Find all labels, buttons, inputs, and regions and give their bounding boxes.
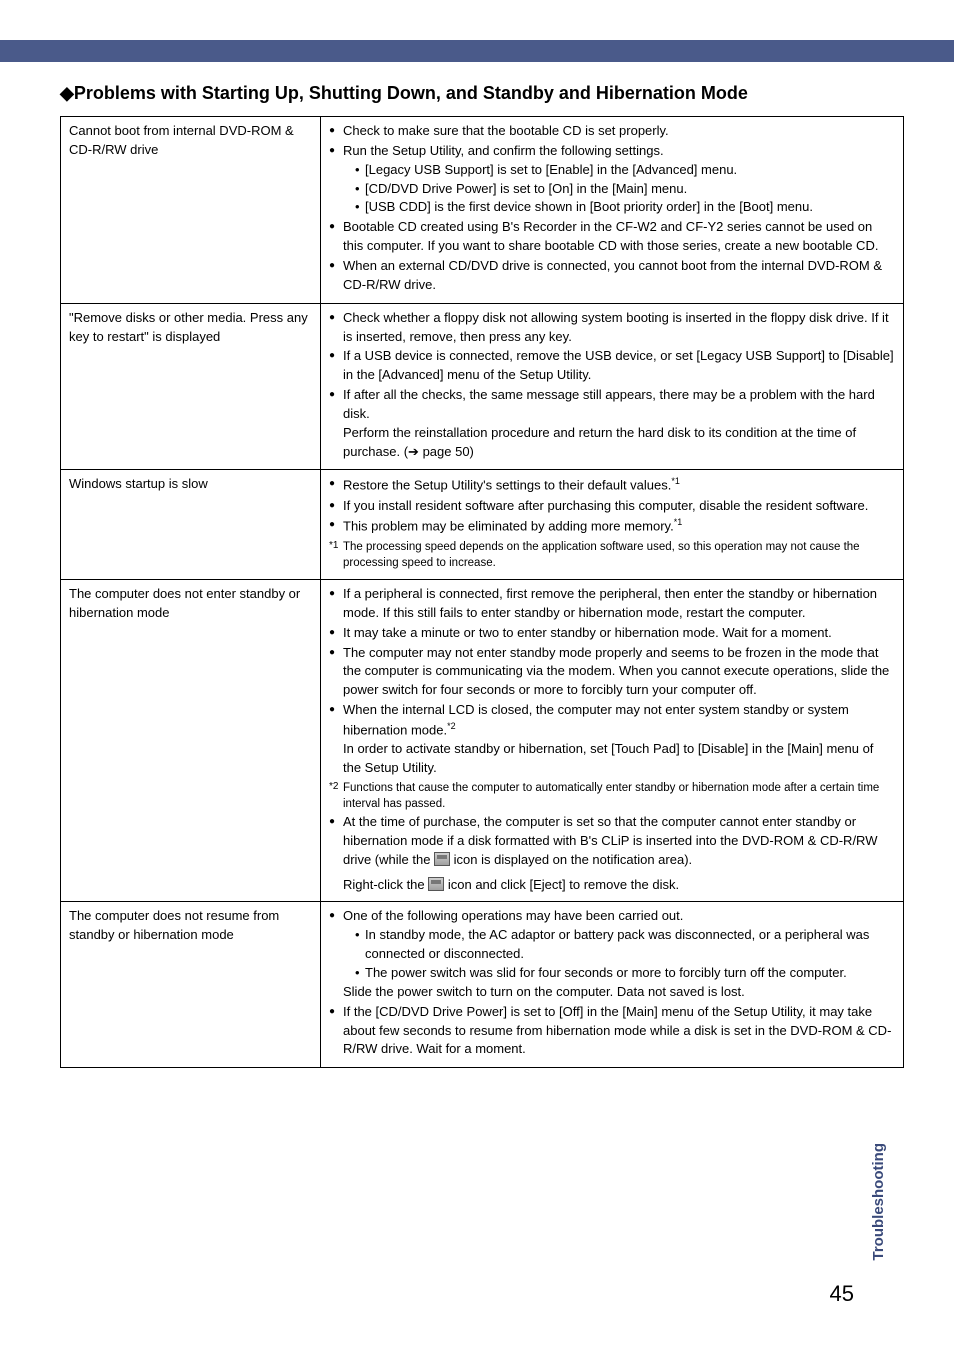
side-tab: Troubleshooting bbox=[868, 1143, 890, 1261]
sub-item: The power switch was slid for four secon… bbox=[355, 964, 895, 983]
section-title: ◆Problems with Starting Up, Shutting Dow… bbox=[60, 80, 904, 106]
bullet-item: When the internal LCD is closed, the com… bbox=[329, 701, 895, 778]
drive-icon bbox=[434, 852, 450, 866]
issue-cell: The computer does not resume from standb… bbox=[61, 902, 321, 1068]
page-number: 45 bbox=[830, 1278, 854, 1310]
sub-item: [Legacy USB Support] is set to [Enable] … bbox=[355, 161, 895, 180]
bullet-item: If you install resident software after p… bbox=[329, 497, 895, 516]
bullet-item: If the [CD/DVD Drive Power] is set to [O… bbox=[329, 1003, 895, 1060]
bullet-item: This problem may be eliminated by adding… bbox=[329, 516, 895, 536]
right-click-instruction: Right-click the icon and click [Eject] t… bbox=[329, 876, 895, 895]
table-row: Windows startup is slow Restore the Setu… bbox=[61, 470, 904, 580]
footnote: *1The processing speed depends on the ap… bbox=[329, 539, 895, 572]
bullet-item: One of the following operations may have… bbox=[329, 907, 895, 1001]
table-row: The computer does not enter standby or h… bbox=[61, 579, 904, 901]
table-row: The computer does not resume from standb… bbox=[61, 902, 904, 1068]
table-row: "Remove disks or other media. Press any … bbox=[61, 303, 904, 470]
sub-item: [USB CDD] is the first device shown in [… bbox=[355, 198, 895, 217]
solution-cell: One of the following operations may have… bbox=[321, 902, 904, 1068]
drive-icon bbox=[428, 877, 444, 891]
bullet-item: The computer may not enter standby mode … bbox=[329, 644, 895, 701]
issue-cell: The computer does not enter standby or h… bbox=[61, 579, 321, 901]
issue-cell: Windows startup is slow bbox=[61, 470, 321, 580]
bullet-item: Check whether a floppy disk not allowing… bbox=[329, 309, 895, 347]
solution-cell: Restore the Setup Utility's settings to … bbox=[321, 470, 904, 580]
header-bar bbox=[0, 40, 954, 62]
table-row: Cannot boot from internal DVD-ROM & CD-R… bbox=[61, 117, 904, 304]
bullet-item: If a peripheral is connected, first remo… bbox=[329, 585, 895, 623]
bullet-item: Run the Setup Utility, and confirm the f… bbox=[329, 142, 895, 217]
sub-item: In standby mode, the AC adaptor or batte… bbox=[355, 926, 895, 964]
troubleshooting-table: Cannot boot from internal DVD-ROM & CD-R… bbox=[60, 116, 904, 1068]
bullet-item: At the time of purchase, the computer is… bbox=[329, 813, 895, 870]
bullet-item: If after all the checks, the same messag… bbox=[329, 386, 895, 461]
solution-cell: Check to make sure that the bootable CD … bbox=[321, 117, 904, 304]
bullet-item: It may take a minute or two to enter sta… bbox=[329, 624, 895, 643]
solution-cell: Check whether a floppy disk not allowing… bbox=[321, 303, 904, 470]
bullet-item: Restore the Setup Utility's settings to … bbox=[329, 475, 895, 495]
bullet-item: Check to make sure that the bootable CD … bbox=[329, 122, 895, 141]
bullet-item: Bootable CD created using B's Recorder i… bbox=[329, 218, 895, 256]
footnote: *2Functions that cause the computer to a… bbox=[329, 780, 895, 813]
sub-item: [CD/DVD Drive Power] is set to [On] in t… bbox=[355, 180, 895, 199]
issue-cell: "Remove disks or other media. Press any … bbox=[61, 303, 321, 470]
issue-cell: Cannot boot from internal DVD-ROM & CD-R… bbox=[61, 117, 321, 304]
bullet-item: When an external CD/DVD drive is connect… bbox=[329, 257, 895, 295]
slide-instruction: Slide the power switch to turn on the co… bbox=[343, 983, 895, 1002]
bullet-item: If a USB device is connected, remove the… bbox=[329, 347, 895, 385]
solution-cell: If a peripheral is connected, first remo… bbox=[321, 579, 904, 901]
